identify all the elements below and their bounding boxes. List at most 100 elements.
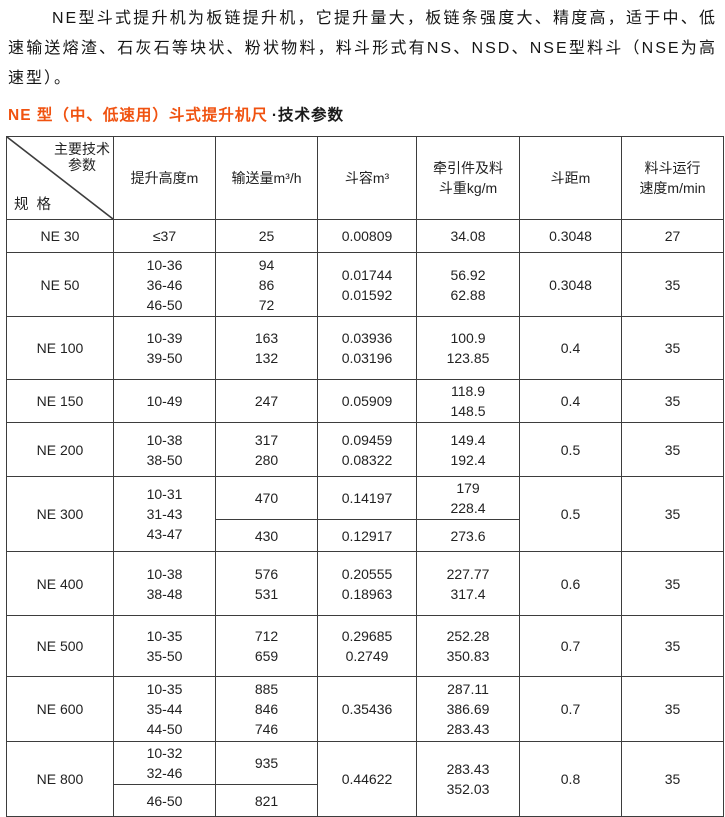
table-cell: 430 (215, 519, 318, 552)
table-cell: 821 (215, 784, 318, 817)
table-body: NE 30 ≤37 25 0.00809 34.08 0.3048 27 NE 50 10-36… (6, 219, 724, 817)
column-header-lift-height: 提升高度m (113, 136, 216, 220)
table-cell: 35 (621, 615, 724, 677)
column-header-bucket-speed: 料斗运行 速度m/min (621, 136, 724, 220)
table-row: NE 400 10-38 38-48 576 531 0.20555 0.18963 2… (6, 551, 724, 616)
table-cell: 0.3048 (519, 252, 622, 317)
column-header-capacity: 输送量m³/h (215, 136, 318, 220)
table-cell: 27 (621, 219, 724, 253)
table-cell: 247 (215, 379, 318, 423)
table-cell: 227.77 317.4 (416, 551, 520, 616)
table-row: NE 100 10-39 39-50 163 132 0.03936 0.03196 1… (6, 316, 724, 380)
table-cell: NE 50 (6, 252, 114, 317)
table-cell: 0.4 (519, 379, 622, 423)
table-cell: NE 300 (6, 476, 114, 552)
intro-paragraph: NE型斗式提升机为板链提升机，它提升量大，板链条强度大、精度高，适于中、低速输送… (8, 10, 717, 87)
table-row: NE 300 10-31 31-43 43-47 470 0.14197 179 228… (6, 476, 724, 552)
table-cell: 0.12917 (317, 519, 417, 552)
table-cell: 0.05909 (317, 379, 417, 423)
table-cell: 35 (621, 379, 724, 423)
table-cell: 0.5 (519, 422, 622, 477)
table-cell: 0.5 (519, 476, 622, 552)
column-header-bucket-pitch: 斗距m (519, 136, 622, 220)
table-cell: 35 (621, 741, 724, 817)
table-cell: ≤37 (113, 219, 216, 253)
table-header-row: 主要技术 参数 规 格 提升高度m 输送量m³/h 斗容m³ 牵引件及料 斗重k… (6, 136, 724, 220)
table-cell: 35 (621, 422, 724, 477)
section-heading: NE 型（中、低速用）斗式提升机尺 ·技术参数 (8, 103, 719, 125)
table-cell: 179 228.4 (416, 476, 520, 520)
spec-table: 主要技术 参数 规 格 提升高度m 输送量m³/h 斗容m³ 牵引件及料 斗重k… (6, 136, 724, 817)
table-cell: 0.00809 (317, 219, 417, 253)
table-cell: 0.01744 0.01592 (317, 252, 417, 317)
table-cell: 10-36 36-46 46-50 (113, 252, 216, 317)
table-cell: 0.6 (519, 551, 622, 616)
table-cell: 10-38 38-48 (113, 551, 216, 616)
table-cell: 10-39 39-50 (113, 316, 216, 380)
table-cell: 885 846 746 (215, 676, 318, 742)
corner-label-parameters: 主要技术 参数 (54, 141, 110, 173)
section-heading-highlight: NE 型（中、低速用）斗式提升机尺 (8, 107, 268, 124)
table-cell: 35 (621, 476, 724, 552)
table-cell: 149.4 192.4 (416, 422, 520, 477)
table-cell: 0.7 (519, 676, 622, 742)
diagonal-divider-line (7, 137, 113, 219)
table-row: NE 500 10-35 35-50 712 659 0.29685 0.2749 25… (6, 615, 724, 677)
table-cell: 25 (215, 219, 318, 253)
corner-header-cell: 主要技术 参数 规 格 (6, 136, 114, 220)
table-cell: 252.28 350.83 (416, 615, 520, 677)
table-cell: 100.9 123.85 (416, 316, 520, 380)
table-cell: 0.29685 0.2749 (317, 615, 417, 677)
table-cell: NE 800 (6, 741, 114, 817)
table-cell: 35 (621, 252, 724, 317)
table-cell: 273.6 (416, 519, 520, 552)
table-cell: 0.3048 (519, 219, 622, 253)
table-cell: 0.09459 0.08322 (317, 422, 417, 477)
table-cell: 470 (215, 476, 318, 520)
table-cell: 10-32 32-46 (113, 741, 216, 785)
table-cell: 10-35 35-50 (113, 615, 216, 677)
column-header-bucket-volume: 斗容m³ (317, 136, 417, 220)
column-header-chain-weight: 牵引件及料 斗重kg/m (416, 136, 520, 220)
table-cell: 56.92 62.88 (416, 252, 520, 317)
table-cell: NE 600 (6, 676, 114, 742)
table-cell: 0.8 (519, 741, 622, 817)
table-cell: 35 (621, 316, 724, 380)
table-cell: NE 100 (6, 316, 114, 380)
table-cell: 0.4 (519, 316, 622, 380)
table-cell: NE 150 (6, 379, 114, 423)
table-cell: 935 (215, 741, 318, 785)
table-row: NE 30 ≤37 25 0.00809 34.08 0.3048 27 (6, 219, 724, 253)
table-cell: 0.14197 (317, 476, 417, 520)
table-cell: 317 280 (215, 422, 318, 477)
table-row: NE 150 10-49 247 0.05909 118.9 148.5 0.4 35 (6, 379, 724, 423)
corner-label-model: 规 格 (14, 197, 54, 213)
table-row: NE 50 10-36 36-46 46-50 94 86 72 0.01744 0.… (6, 252, 724, 317)
table-cell: 283.43 352.03 (416, 741, 520, 817)
table-cell: 0.20555 0.18963 (317, 551, 417, 616)
table-cell: 34.08 (416, 219, 520, 253)
table-cell: 118.9 148.5 (416, 379, 520, 423)
table-cell: 712 659 (215, 615, 318, 677)
table-cell: 0.44622 (317, 741, 417, 817)
table-cell: NE 200 (6, 422, 114, 477)
table-cell: 10-35 35-44 44-50 (113, 676, 216, 742)
table-cell: 163 132 (215, 316, 318, 380)
table-cell: 10-49 (113, 379, 216, 423)
table-cell: NE 500 (6, 615, 114, 677)
table-cell: 287.11 386.69 283.43 (416, 676, 520, 742)
table-cell: 0.7 (519, 615, 622, 677)
table-cell: 94 86 72 (215, 252, 318, 317)
table-row: NE 200 10-38 38-50 317 280 0.09459 0.08322 1… (6, 422, 724, 477)
table-cell: 35 (621, 676, 724, 742)
table-cell: 10-38 38-50 (113, 422, 216, 477)
table-row: NE 800 10-32 32-46 935 0.44622 283.43 352.03… (6, 741, 724, 817)
table-row: NE 600 10-35 35-44 44-50 885 846 746 0.3543… (6, 676, 724, 742)
table-cell: 576 531 (215, 551, 318, 616)
table-cell: 0.35436 (317, 676, 417, 742)
section-heading-suffix: ·技术参数 (271, 107, 345, 124)
table-cell: 46-50 (113, 784, 216, 817)
table-cell: NE 400 (6, 551, 114, 616)
table-cell: 10-31 31-43 43-47 (113, 476, 216, 552)
